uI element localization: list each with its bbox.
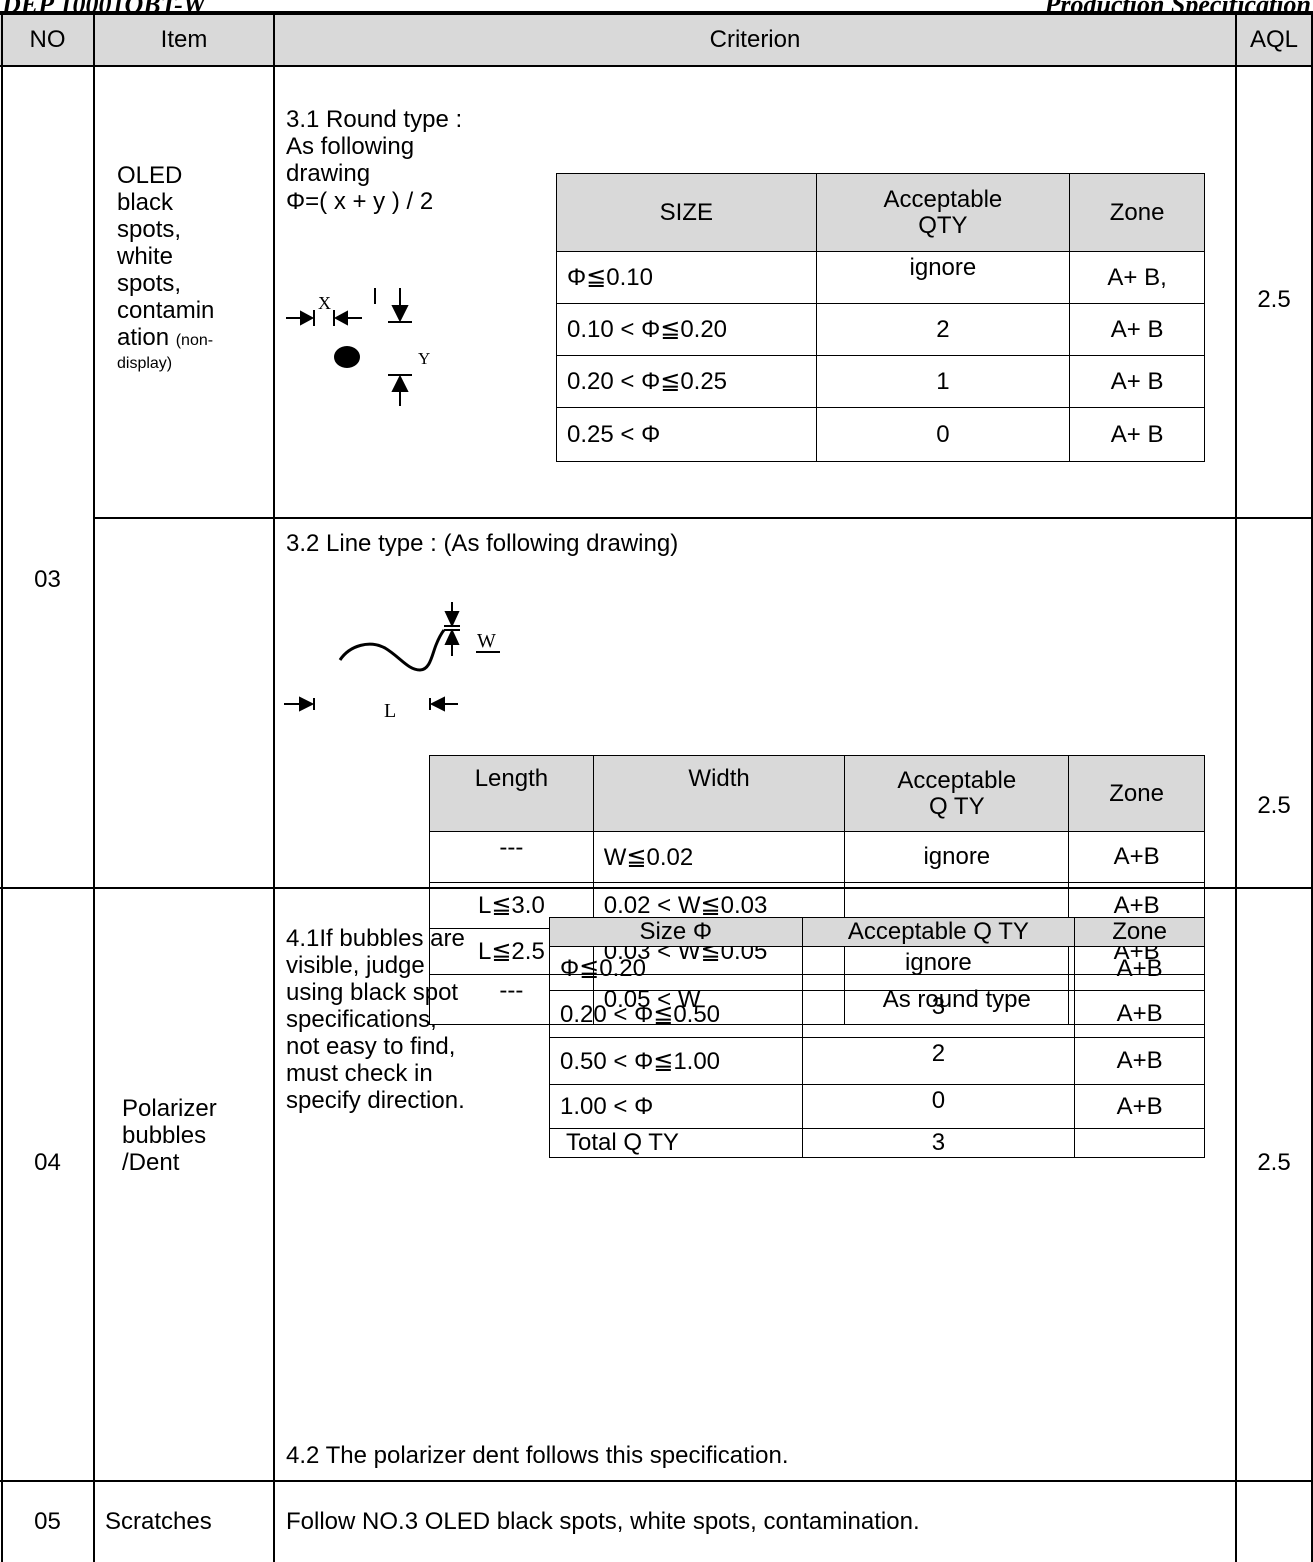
round-type-title: 3.1 Round type : xyxy=(286,106,463,133)
header-size: SIZE xyxy=(556,173,817,252)
item-text: contamin xyxy=(117,297,215,324)
round-type-text: As following xyxy=(286,133,415,160)
dim-w-label: W xyxy=(477,630,496,652)
col-header-criterion: Criterion xyxy=(709,26,801,53)
item-text: bubbles xyxy=(122,1122,207,1149)
item-text: Scratches xyxy=(105,1508,212,1535)
col-header-aql: AQL xyxy=(1249,26,1299,53)
col-header-item: Item xyxy=(160,26,208,53)
table-row: --- W≦0.02 ignore A+B xyxy=(429,831,1205,883)
line-defect-diagram: W L xyxy=(284,602,500,720)
item-text: white xyxy=(117,243,174,270)
header-width: Width xyxy=(592,755,846,832)
bubble-text: visible, judge xyxy=(286,952,425,979)
header-qty: Acceptable Q TY xyxy=(801,917,1076,947)
round-type-table: SIZE Acceptable QTY Zone Φ≦0.10 ignore A+ B… xyxy=(556,173,1205,462)
header-zone: Zone xyxy=(1074,917,1205,947)
dim-y-label: Y xyxy=(418,349,430,368)
row-number: 05 xyxy=(34,1508,61,1535)
item-text: display) xyxy=(117,355,173,372)
table-row: 0.50 < Φ≦1.00 2 A+B xyxy=(549,1037,1205,1085)
item-text: Polarizer xyxy=(122,1095,217,1122)
item-text: OLED xyxy=(117,162,183,189)
aql-value: 2.5 xyxy=(1257,1149,1291,1176)
round-type-formula: Φ=( x + y ) / 2 xyxy=(286,188,434,215)
table-row: 0.10 < Φ≦0.20 2 A+ B xyxy=(556,303,1205,356)
item-text: spots, xyxy=(117,270,182,297)
aql-value: 2.5 xyxy=(1257,286,1291,313)
dim-x-label: X xyxy=(318,293,331,313)
row-number: 04 xyxy=(34,1149,61,1176)
table-row: Total Q TY 3 xyxy=(549,1128,1205,1158)
table-row: Φ≦0.20 ignore A+B xyxy=(549,946,1205,991)
header-qty: Acceptable QTY xyxy=(815,173,1071,252)
aql-value: 2.5 xyxy=(1257,792,1291,819)
table-row: 0.20 < Φ≦0.25 1 A+ B xyxy=(556,355,1205,408)
header-zone: Zone xyxy=(1068,755,1205,832)
bubble-text: specify direction. xyxy=(286,1087,465,1114)
column-header-row xyxy=(0,15,1313,65)
header-length: Length xyxy=(429,755,594,832)
criterion-text: Follow NO.3 OLED black spots, white spot… xyxy=(286,1508,920,1535)
item-text: black xyxy=(117,189,174,216)
dim-l-label: L xyxy=(384,700,396,720)
table-row: Φ≦0.10 ignore A+ B, xyxy=(556,251,1205,304)
header-size: Size Φ xyxy=(549,917,803,947)
bubble-text: must check in xyxy=(286,1060,433,1087)
item-text: /Dent xyxy=(122,1149,180,1176)
round-type-text: drawing xyxy=(286,160,371,187)
header-qty: Acceptable Q TY xyxy=(844,755,1070,832)
bubble-text: 4.1If bubbles are xyxy=(286,925,465,952)
col-header-no: NO xyxy=(29,26,66,53)
table-row: 0.20 < Φ≦0.50 3 A+B xyxy=(549,990,1205,1038)
bubble-table: Size Φ Acceptable Q TY Zone Φ≦0.20 ignore… xyxy=(549,917,1205,1158)
dent-note: 4.2 The polarizer dent follows this spec… xyxy=(286,1442,789,1469)
bubble-text: not easy to find, xyxy=(286,1033,456,1060)
bubble-text: specifications, xyxy=(286,1006,437,1033)
table-row: 0.25 < Φ 0 A+ B xyxy=(556,407,1205,462)
item-text: spots, xyxy=(117,216,182,243)
round-spot-diagram: X xyxy=(286,288,376,368)
header-zone: Zone xyxy=(1069,173,1205,252)
bubble-text: using black spot xyxy=(286,979,459,1006)
item-text: ation (non- xyxy=(117,324,214,351)
table-row: 1.00 < Φ 0 A+B xyxy=(549,1084,1205,1129)
line-type-title: 3.2 Line type : (As following drawing) xyxy=(286,530,679,557)
row-number: 03 xyxy=(34,566,61,593)
round-spot-y-dimension: Y xyxy=(388,288,430,406)
header-rule xyxy=(0,11,1313,15)
